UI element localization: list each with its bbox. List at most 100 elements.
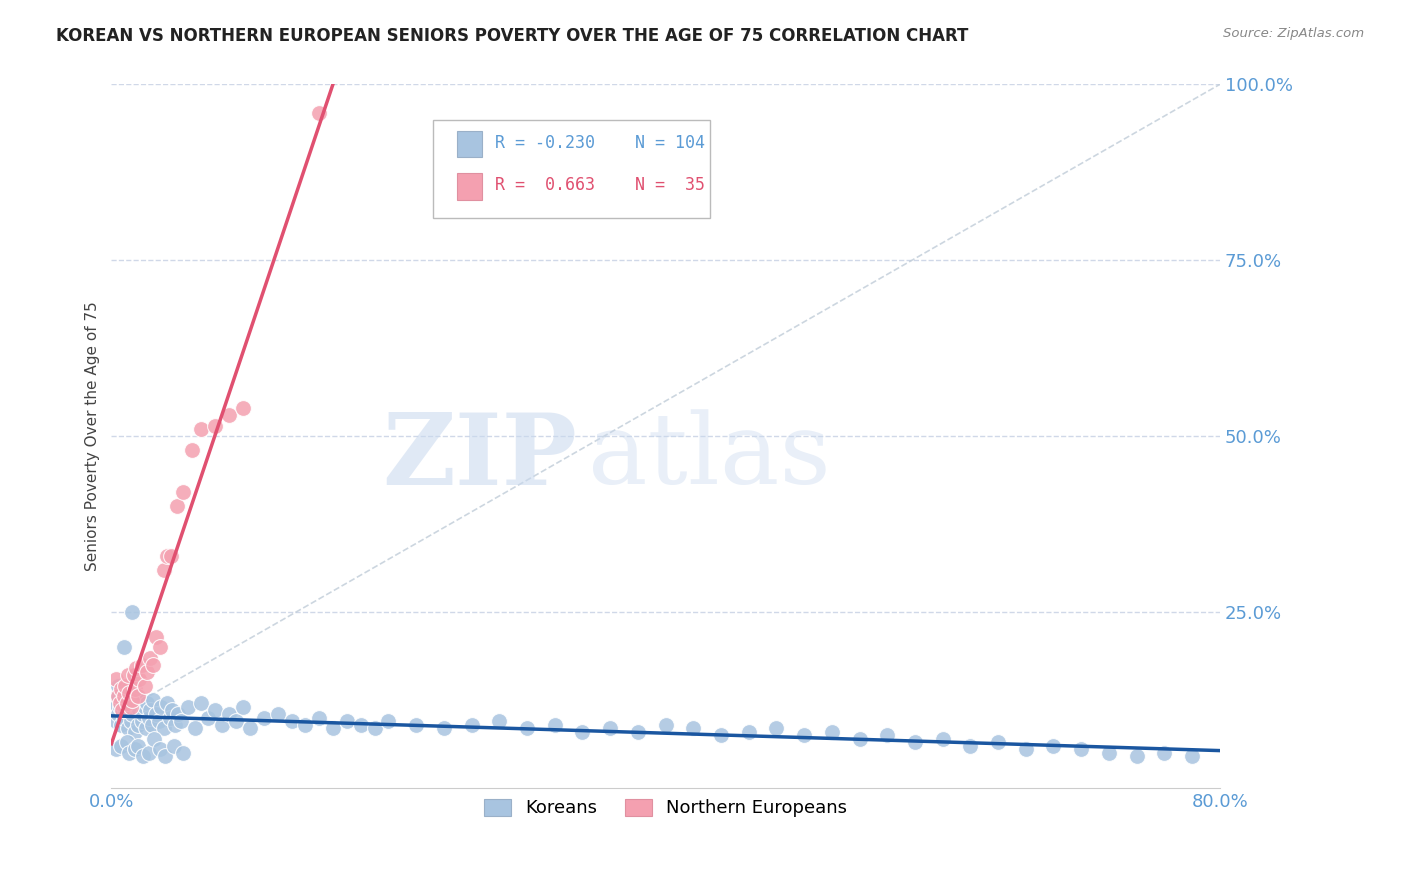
Point bbox=[1098, 746, 1121, 760]
Point bbox=[488, 714, 510, 728]
Point bbox=[114, 679, 136, 693]
FancyBboxPatch shape bbox=[457, 173, 482, 200]
Point bbox=[172, 746, 194, 760]
Point bbox=[145, 706, 167, 721]
Point bbox=[138, 746, 160, 760]
Point bbox=[153, 563, 176, 577]
Point bbox=[125, 690, 148, 704]
Point bbox=[460, 717, 482, 731]
Point bbox=[141, 717, 163, 731]
Point bbox=[124, 724, 146, 739]
Point bbox=[165, 717, 187, 731]
Point bbox=[118, 746, 141, 760]
Point bbox=[176, 700, 198, 714]
Point bbox=[1070, 742, 1092, 756]
Point bbox=[1042, 739, 1064, 753]
Point bbox=[682, 721, 704, 735]
Text: R =  0.663    N =  35: R = 0.663 N = 35 bbox=[495, 177, 704, 194]
Point bbox=[308, 105, 330, 120]
Point bbox=[124, 742, 146, 756]
Point bbox=[107, 679, 129, 693]
Point bbox=[121, 706, 143, 721]
Point bbox=[145, 630, 167, 644]
Point bbox=[363, 721, 385, 735]
Point bbox=[134, 679, 156, 693]
Point bbox=[115, 686, 138, 700]
Point bbox=[904, 735, 927, 749]
Point bbox=[138, 710, 160, 724]
Point bbox=[148, 714, 170, 728]
Point bbox=[108, 697, 131, 711]
Point bbox=[516, 721, 538, 735]
Point bbox=[127, 690, 149, 704]
Point bbox=[132, 749, 155, 764]
Point bbox=[153, 721, 176, 735]
Point bbox=[266, 706, 288, 721]
Text: atlas: atlas bbox=[588, 409, 831, 505]
Point bbox=[131, 714, 153, 728]
Point bbox=[433, 721, 456, 735]
Point bbox=[987, 735, 1010, 749]
Point bbox=[103, 697, 125, 711]
Point bbox=[104, 742, 127, 756]
Point bbox=[135, 721, 157, 735]
Point bbox=[104, 714, 127, 728]
Point bbox=[142, 657, 165, 672]
Point bbox=[180, 443, 202, 458]
Point bbox=[218, 706, 240, 721]
Point bbox=[110, 717, 132, 731]
Point bbox=[627, 724, 650, 739]
Point bbox=[350, 717, 373, 731]
Point bbox=[127, 739, 149, 753]
Point bbox=[544, 717, 567, 731]
FancyBboxPatch shape bbox=[457, 130, 482, 157]
Point bbox=[118, 686, 141, 700]
Point bbox=[377, 714, 399, 728]
Point bbox=[125, 661, 148, 675]
Point bbox=[107, 690, 129, 704]
Point bbox=[160, 549, 183, 563]
Point bbox=[110, 739, 132, 753]
Point bbox=[163, 739, 186, 753]
Point bbox=[121, 605, 143, 619]
Point bbox=[322, 721, 344, 735]
Point bbox=[120, 714, 142, 728]
Point bbox=[162, 704, 184, 718]
Point bbox=[117, 668, 139, 682]
Point bbox=[931, 731, 953, 746]
Point bbox=[107, 706, 129, 721]
Point bbox=[737, 724, 759, 739]
Point bbox=[105, 690, 128, 704]
Point bbox=[159, 710, 181, 724]
Point bbox=[821, 724, 844, 739]
Point bbox=[132, 706, 155, 721]
Point bbox=[876, 728, 898, 742]
Point bbox=[127, 717, 149, 731]
Point bbox=[114, 704, 136, 718]
Point bbox=[280, 714, 302, 728]
Point bbox=[211, 717, 233, 731]
Point bbox=[167, 706, 190, 721]
Point bbox=[117, 721, 139, 735]
Point bbox=[654, 717, 676, 731]
Point bbox=[129, 693, 152, 707]
Point bbox=[143, 731, 166, 746]
Point bbox=[134, 700, 156, 714]
Point bbox=[110, 682, 132, 697]
Point bbox=[599, 721, 621, 735]
Point bbox=[156, 549, 179, 563]
Point bbox=[190, 422, 212, 436]
Point bbox=[1181, 749, 1204, 764]
Point bbox=[120, 700, 142, 714]
Point bbox=[253, 710, 276, 724]
Point bbox=[848, 731, 870, 746]
Text: R = -0.230    N = 104: R = -0.230 N = 104 bbox=[495, 135, 704, 153]
Point bbox=[405, 717, 427, 731]
Point bbox=[232, 401, 254, 415]
Point bbox=[122, 668, 145, 682]
Point bbox=[710, 728, 733, 742]
Point bbox=[112, 690, 135, 704]
Point bbox=[149, 640, 172, 655]
Point bbox=[124, 682, 146, 697]
Point bbox=[139, 704, 162, 718]
